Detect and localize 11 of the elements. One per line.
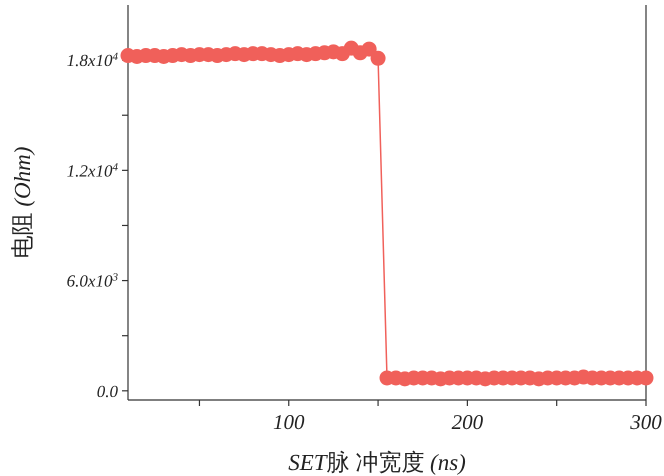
- x-tick-label: 100: [273, 410, 306, 434]
- y-axis-title: 电阻 (Ohm): [10, 146, 35, 258]
- y-tick-label: 6.0x10$^{3}$: [66, 272, 118, 291]
- y-tick-label: 1.8x10$^{4}$: [66, 51, 118, 70]
- point: [362, 42, 377, 57]
- y-tick-label: 0.0: [96, 382, 118, 401]
- x-axis-title: SET脉 冲宽度 (ns): [288, 450, 466, 475]
- point: [370, 50, 386, 66]
- y-tick-label: 1.2x10$^{4}$: [66, 161, 118, 180]
- x-tick-label: 300: [629, 410, 662, 434]
- x-tick-label: 200: [452, 410, 484, 434]
